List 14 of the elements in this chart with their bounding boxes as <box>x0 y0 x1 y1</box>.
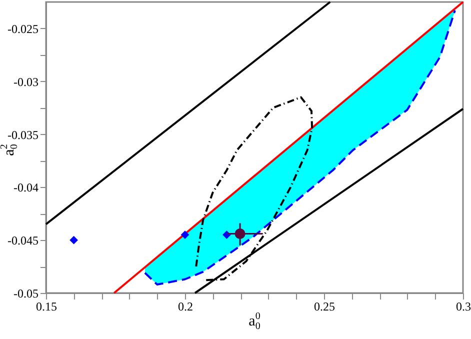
point <box>234 228 246 239</box>
x-tick-label: 0.15 <box>36 300 57 314</box>
y-tick-label: -0.035 <box>8 128 38 142</box>
y-tick-label: -0.03 <box>14 74 38 89</box>
y-tick-label: -0.045 <box>8 234 38 248</box>
y-tick-label: -0.04 <box>14 180 38 195</box>
point <box>70 236 78 244</box>
point <box>180 230 190 239</box>
y-axis-title: a20 <box>0 144 20 156</box>
x-tick-label: 0.2 <box>178 300 193 314</box>
x-tick-label: 0.25 <box>314 300 335 314</box>
x-tick-label: 0.3 <box>456 300 471 314</box>
y-tick-label: -0.05 <box>14 286 38 300</box>
y-tick-label: -0.025 <box>8 22 38 36</box>
